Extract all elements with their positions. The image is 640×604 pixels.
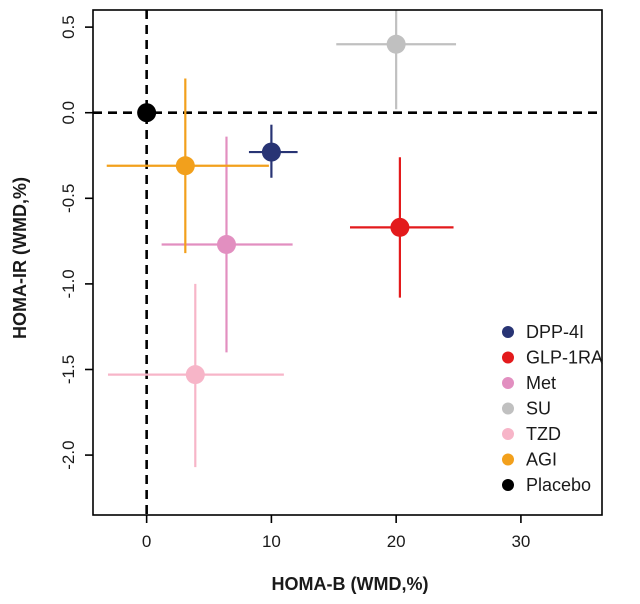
- legend-label-glp-1ra: GLP-1RA: [526, 348, 603, 368]
- y-axis-title: HOMA-IR (WMD,%): [10, 177, 30, 339]
- legend-marker-su: [502, 402, 514, 415]
- data-point-tzd: [185, 365, 205, 385]
- legend-marker-dpp-4i: [502, 326, 514, 338]
- data-point-dpp-4i: [261, 142, 281, 162]
- legend: DPP-4I GLP-1RA Met SU TZD AGI Placebo: [502, 322, 603, 495]
- data-point-agi: [175, 156, 195, 176]
- data-point-su: [386, 34, 406, 54]
- x-tick-label: 20: [387, 532, 406, 551]
- legend-label-su: SU: [526, 399, 551, 419]
- y-tick-label: -2.0: [59, 440, 78, 469]
- legend-marker-met: [502, 377, 514, 389]
- x-tick-label: 0: [142, 532, 151, 551]
- axes: 0 10 20 30 0.5 0.0 -0.5 -1.0 -1.5 -2.0: [59, 9, 603, 551]
- y-tick-label: -1.0: [59, 269, 78, 298]
- plot-area: [93, 10, 602, 515]
- legend-label-agi: AGI: [526, 450, 557, 470]
- y-tick-label: 0.5: [59, 15, 78, 39]
- data-point-placebo: [137, 103, 157, 123]
- legend-label-dpp-4i: DPP-4I: [526, 322, 584, 342]
- x-tick-label: 30: [511, 532, 530, 551]
- legend-marker-tzd: [502, 428, 514, 440]
- legend-marker-agi: [502, 453, 514, 466]
- legend-marker-glp-1ra: [502, 351, 514, 364]
- plot-frame: [92, 9, 603, 516]
- y-tick-label: -0.5: [59, 184, 78, 213]
- legend-marker-placebo: [502, 479, 514, 491]
- x-axis-title: HOMA-B (WMD,%): [272, 574, 429, 594]
- legend-label-placebo: Placebo: [526, 475, 591, 495]
- legend-label-met: Met: [526, 373, 556, 393]
- legend-label-tzd: TZD: [526, 424, 561, 444]
- data-point-glp-1ra: [390, 217, 410, 237]
- data-point-met: [216, 235, 236, 255]
- y-tick-label: -1.5: [59, 355, 78, 384]
- y-tick-label: 0.0: [59, 101, 78, 125]
- x-tick-label: 10: [262, 532, 281, 551]
